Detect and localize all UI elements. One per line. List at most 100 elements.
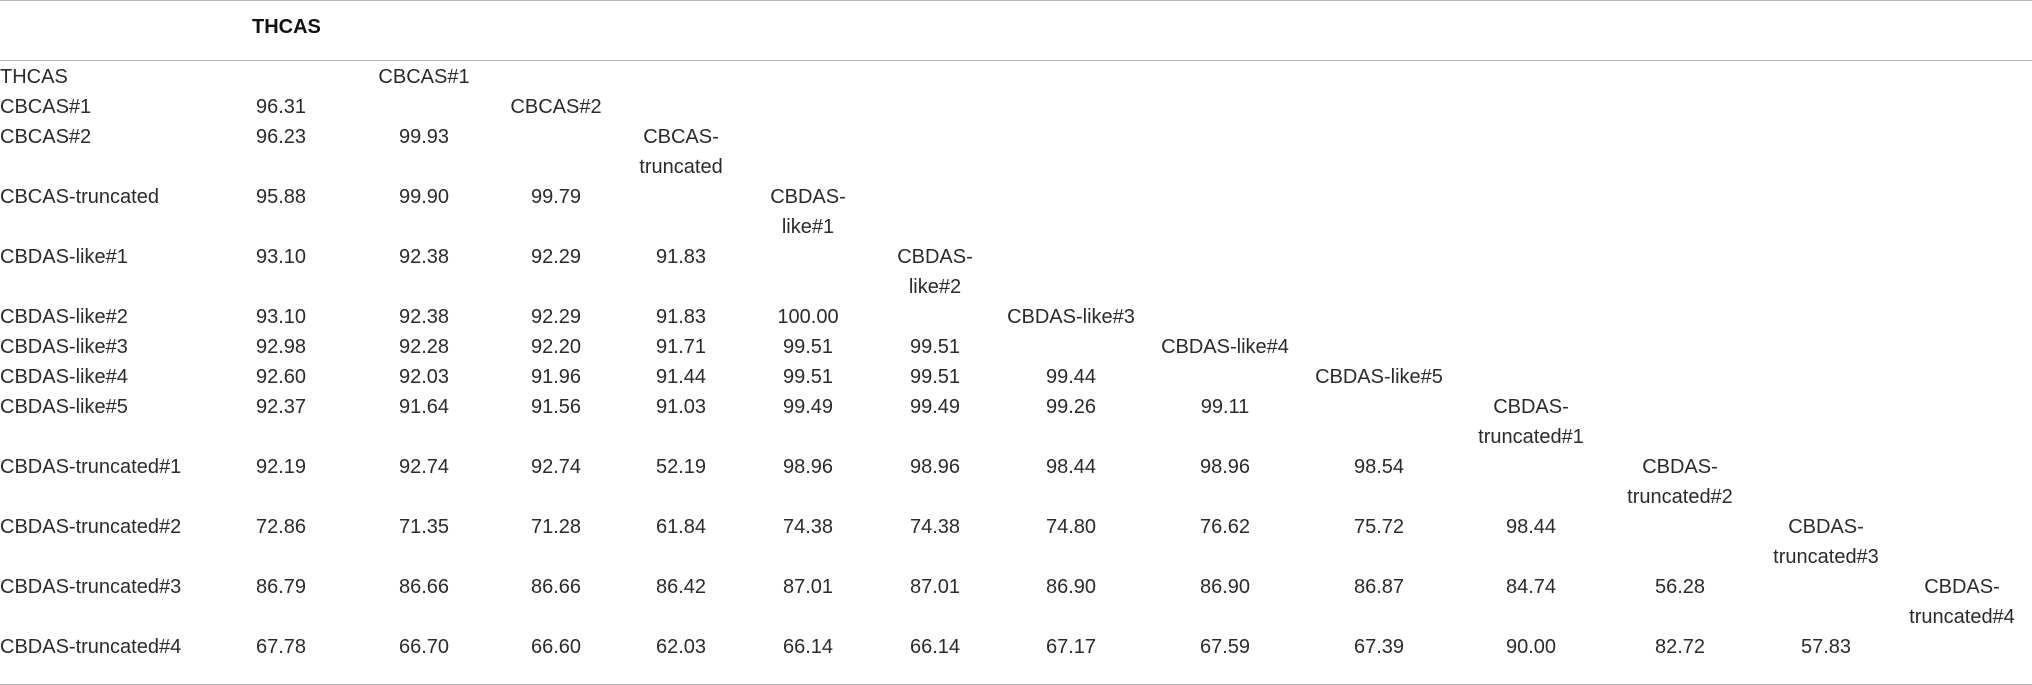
column-header: CBDAS-like#3 <box>1007 306 1135 328</box>
table-cell: 92.98 <box>255 336 307 358</box>
table-cell: 91.83 <box>655 246 707 268</box>
column-header: CBCAS#2 <box>510 96 602 118</box>
table-cell: 91.64 <box>398 396 450 418</box>
row-label: CBCAS-truncated <box>0 186 159 208</box>
row-label: CBDAS-truncated#3 <box>0 576 182 598</box>
table-cell: 99.11 <box>1200 396 1250 418</box>
row-label: CBDAS-like#2 <box>0 306 128 328</box>
table-cell: 66.14 <box>909 636 961 658</box>
table-cell: 98.96 <box>782 456 834 478</box>
table-cell: 99.93 <box>398 126 450 148</box>
table-cell: 93.10 <box>255 306 307 328</box>
column-header: CBDAS-like#4 <box>1161 336 1289 358</box>
table-cell: 82.72 <box>1654 636 1706 658</box>
row-label: CBCAS#1 <box>0 96 92 118</box>
table-cell: 92.37 <box>255 396 307 418</box>
table-cell: 62.03 <box>655 636 707 658</box>
column-header: CBDAS- truncated#1 <box>1478 396 1584 448</box>
table-cell: 56.28 <box>1654 576 1706 598</box>
table-cell: 98.44 <box>1045 456 1097 478</box>
table-cell: 66.14 <box>782 636 834 658</box>
table-cell: 100.00 <box>777 306 839 328</box>
table-cell: 98.96 <box>1199 456 1251 478</box>
table-cell: 98.54 <box>1353 456 1405 478</box>
table-cell: 92.74 <box>398 456 450 478</box>
table-cell: 67.39 <box>1353 636 1405 658</box>
column-header: CBCAS#1 <box>378 66 470 88</box>
table-cell: 93.10 <box>255 246 307 268</box>
column-header: CBDAS- truncated#2 <box>1627 456 1733 508</box>
column-header: CBCAS- truncated <box>639 126 723 178</box>
table-cell: 92.29 <box>530 306 582 328</box>
table-cell: 98.44 <box>1505 516 1557 538</box>
column-header: CBDAS- truncated#3 <box>1773 516 1879 568</box>
table-cell: 90.00 <box>1505 636 1557 658</box>
table-cell: 86.42 <box>655 576 707 598</box>
table-cell: 87.01 <box>909 576 961 598</box>
table-cell: 98.96 <box>909 456 961 478</box>
table-cell: 92.74 <box>530 456 582 478</box>
table-cell: 76.62 <box>1199 516 1251 538</box>
table-cell: 71.28 <box>530 516 582 538</box>
table-cell: 92.19 <box>255 456 307 478</box>
table-cell: 99.51 <box>909 336 961 358</box>
table-cell: 74.80 <box>1045 516 1097 538</box>
table-cell: 91.71 <box>655 336 707 358</box>
table-cell: 92.38 <box>398 306 450 328</box>
column-header: CBDAS- like#2 <box>897 246 973 298</box>
table-cell: 61.84 <box>655 516 707 538</box>
row-label: CBDAS-truncated#1 <box>0 456 182 478</box>
column-header: CBDAS- truncated#4 <box>1909 576 2015 628</box>
table-cell: 67.59 <box>1199 636 1251 658</box>
table-cell: 95.88 <box>255 186 307 208</box>
table-cell: 52.19 <box>655 456 707 478</box>
top-rule <box>0 0 2032 1</box>
table-cell: 92.03 <box>398 366 450 388</box>
table-cell: 91.56 <box>530 396 582 418</box>
table-cell: 99.26 <box>1045 396 1097 418</box>
row-label: CBDAS-like#4 <box>0 366 128 388</box>
table-cell: 86.90 <box>1045 576 1097 598</box>
table-cell: 84.74 <box>1505 576 1557 598</box>
column-header: CBDAS-like#5 <box>1315 366 1443 388</box>
header-rule <box>0 60 2032 61</box>
table-cell: 86.66 <box>530 576 582 598</box>
table-cell: 99.44 <box>1045 366 1097 388</box>
table-cell: 66.60 <box>530 636 582 658</box>
table-cell: 91.83 <box>655 306 707 328</box>
table-cell: 99.79 <box>530 186 582 208</box>
row-label: CBDAS-truncated#4 <box>0 636 182 658</box>
row-label: CBDAS-truncated#2 <box>0 516 182 538</box>
table-cell: 92.28 <box>398 336 450 358</box>
table-cell: 96.31 <box>255 96 307 118</box>
row-label: CBDAS-like#5 <box>0 396 128 418</box>
table-cell: 86.79 <box>255 576 307 598</box>
table-cell: 75.72 <box>1353 516 1405 538</box>
row-label: THCAS <box>0 66 68 88</box>
table-cell: 67.17 <box>1045 636 1097 658</box>
table-cell: 92.20 <box>530 336 582 358</box>
table-cell: 57.83 <box>1800 636 1852 658</box>
table-cell: 87.01 <box>782 576 834 598</box>
table-cell: 99.90 <box>398 186 450 208</box>
table-cell: 92.38 <box>398 246 450 268</box>
table-cell: 74.38 <box>782 516 834 538</box>
table-cell: 86.90 <box>1199 576 1251 598</box>
table-cell: 99.51 <box>909 366 961 388</box>
table-cell: 67.78 <box>255 636 307 658</box>
table-cell: 91.96 <box>530 366 582 388</box>
row-label: CBDAS-like#1 <box>0 246 128 268</box>
table-cell: 86.66 <box>398 576 450 598</box>
table-cell: 96.23 <box>255 126 307 148</box>
table-cell: 99.49 <box>782 396 834 418</box>
row-label: CBDAS-like#3 <box>0 336 128 358</box>
table-cell: 91.03 <box>655 396 707 418</box>
table-cell: 92.60 <box>255 366 307 388</box>
table-cell: 91.44 <box>655 366 707 388</box>
table-cell: 86.87 <box>1353 576 1405 598</box>
table-cell: 72.86 <box>255 516 307 538</box>
table-cell: 66.70 <box>398 636 450 658</box>
table-cell: 99.51 <box>782 366 834 388</box>
table-cell: 99.49 <box>909 396 961 418</box>
table-cell: 74.38 <box>909 516 961 538</box>
